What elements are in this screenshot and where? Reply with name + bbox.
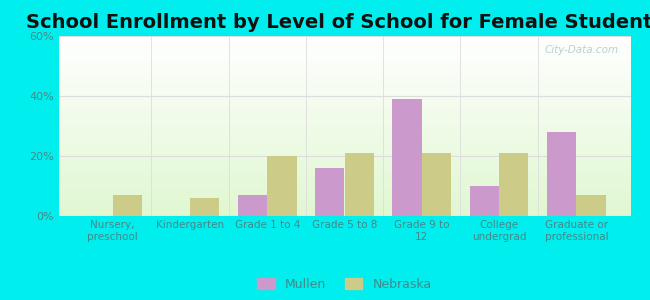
Bar — [238, 195, 267, 216]
Bar — [577, 195, 606, 216]
Bar — [547, 132, 577, 216]
Bar — [112, 195, 142, 216]
Title: School Enrollment by Level of School for Female Students: School Enrollment by Level of School for… — [25, 13, 650, 32]
Legend: Mullen, Nebraska: Mullen, Nebraska — [252, 273, 437, 296]
Bar — [267, 156, 296, 216]
Text: City-Data.com: City-Data.com — [545, 45, 619, 55]
Bar — [470, 186, 499, 216]
Bar — [393, 99, 422, 216]
Bar — [190, 198, 219, 216]
Bar — [315, 168, 344, 216]
Bar — [422, 153, 451, 216]
Bar — [344, 153, 374, 216]
Bar — [499, 153, 528, 216]
